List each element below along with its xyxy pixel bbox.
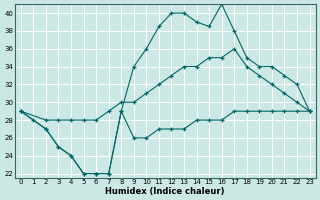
X-axis label: Humidex (Indice chaleur): Humidex (Indice chaleur) <box>106 187 225 196</box>
